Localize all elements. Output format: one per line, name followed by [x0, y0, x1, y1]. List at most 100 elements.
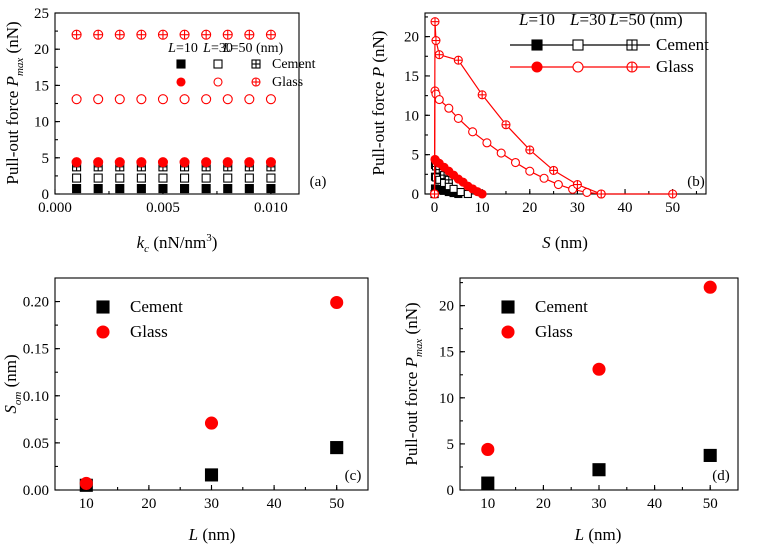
data-point	[114, 157, 125, 168]
data-point	[703, 280, 717, 294]
data-point	[136, 173, 146, 183]
legend-marker	[213, 77, 223, 87]
x-tick-label: 10	[480, 496, 495, 512]
legend-marker	[213, 59, 223, 69]
legend: L=10 L=30L=50 (nm)Cement Glass	[167, 41, 316, 90]
series-glass-l-10	[71, 157, 276, 168]
x-tick-label: 20	[522, 200, 537, 216]
legend-marker	[251, 59, 261, 69]
y-tick-label: 15	[439, 345, 454, 361]
y-tick-label: 15	[34, 78, 49, 94]
data-point	[179, 29, 190, 40]
x-tick-label: 40	[647, 496, 662, 512]
data-point	[72, 184, 82, 194]
data-point	[201, 94, 212, 105]
data-point	[572, 180, 582, 190]
y-axis-label: Pull-out force Pmax (nN)	[3, 21, 26, 184]
x-axis-label: S (nm)	[542, 233, 588, 252]
data-point	[201, 173, 211, 183]
data-point	[330, 441, 344, 455]
data-point	[71, 94, 82, 105]
x-tick-label: 0	[431, 200, 439, 216]
x-tick-label: 50	[329, 496, 344, 512]
series-group	[481, 280, 717, 490]
legend-label: Glass	[272, 75, 303, 90]
legend-marker	[531, 61, 543, 73]
data-point	[180, 184, 190, 194]
data-point	[114, 94, 125, 105]
legend-header: L=30	[202, 41, 233, 56]
data-point	[93, 157, 104, 168]
x-tick-label: 30	[570, 200, 585, 216]
data-point	[553, 180, 563, 190]
data-point	[431, 35, 441, 46]
x-tick-label: 10	[79, 496, 94, 512]
data-point	[265, 157, 276, 168]
data-point	[93, 94, 104, 105]
legend: Cement Glass	[501, 297, 588, 341]
x-tick-label: 0.000	[38, 200, 72, 216]
legend-label: Glass	[656, 57, 694, 76]
data-point	[525, 166, 535, 176]
data-point	[265, 29, 276, 40]
y-tick-label: 0	[42, 187, 50, 203]
x-tick-label: 50	[665, 200, 680, 216]
data-point	[244, 173, 254, 183]
legend-marker	[626, 39, 638, 51]
legend-header: L=50 (nm)	[608, 10, 682, 29]
data-point	[204, 416, 219, 430]
data-point	[136, 29, 147, 40]
data-point	[201, 29, 212, 40]
series-glass	[79, 295, 344, 490]
data-point	[180, 173, 190, 183]
x-tick-label: 30	[592, 496, 607, 512]
data-point	[223, 184, 233, 194]
data-point	[596, 189, 606, 199]
data-point	[592, 463, 606, 477]
y-tick-label: 0.10	[23, 389, 49, 405]
data-point	[71, 29, 82, 40]
data-point	[179, 94, 190, 105]
y-axis-label: Pull-out force Pmax (nN)	[402, 302, 425, 465]
series-group	[79, 295, 344, 492]
data-point	[592, 362, 606, 376]
y-axis: 0.00 0.05 0.10 0.15 0.20	[23, 295, 60, 499]
data-point	[668, 189, 678, 199]
y-tick-label: 25	[34, 6, 49, 22]
data-point	[429, 189, 440, 199]
legend-header: L=50 (nm)	[222, 41, 284, 56]
series-glass-l-30	[71, 94, 276, 105]
panel-d: 10 20 30 40 50 0 5 10 15 20 L (nm) Pull-out force P…	[402, 277, 739, 544]
x-axis-label: L (nm)	[188, 525, 236, 544]
y-tick-label: 20	[404, 30, 419, 46]
data-point	[444, 103, 454, 113]
data-point	[449, 184, 458, 193]
data-point	[330, 295, 344, 310]
panel-label: (b)	[687, 174, 705, 190]
data-point	[114, 29, 125, 40]
data-point	[72, 173, 82, 183]
panel-label: (d)	[712, 468, 730, 484]
x-tick-label: 10	[475, 200, 490, 216]
data-point	[93, 173, 103, 183]
y-tick-label: 5	[42, 151, 50, 167]
legend-marker	[96, 300, 110, 314]
y-tick-label: 10	[404, 108, 419, 124]
y-tick-label: 5	[412, 148, 420, 164]
data-point	[453, 55, 463, 65]
data-point	[434, 95, 444, 105]
data-point	[157, 157, 169, 168]
y-tick-label: 0	[412, 187, 420, 203]
series-group	[429, 17, 678, 199]
data-point	[501, 120, 511, 130]
data-point	[157, 29, 169, 40]
x-axis: 10 20 30 40 50	[79, 485, 344, 512]
data-point	[444, 175, 453, 184]
data-point	[201, 157, 212, 168]
y-axis: 0 5 10 15 20 25	[34, 6, 60, 203]
legend-label: Cement	[130, 297, 183, 316]
data-point	[93, 184, 103, 194]
data-point	[266, 173, 276, 183]
data-point	[244, 184, 254, 194]
